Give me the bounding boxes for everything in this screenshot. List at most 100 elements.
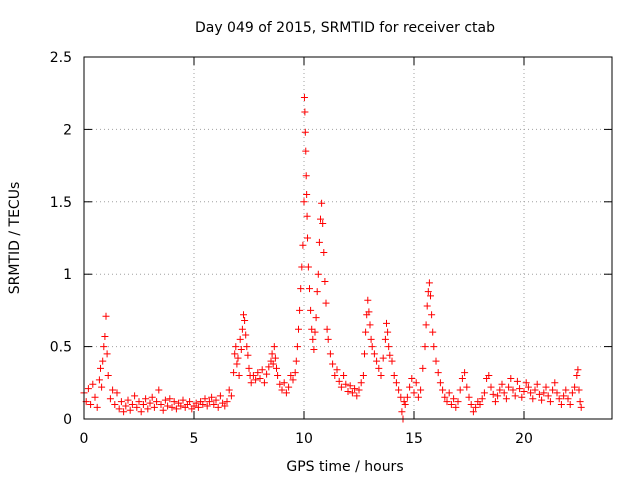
- data-point: [293, 343, 301, 351]
- data-point: [233, 360, 241, 368]
- data-point: [214, 403, 222, 411]
- data-point: [192, 399, 200, 407]
- data-point: [128, 401, 136, 409]
- data-point: [375, 364, 383, 372]
- data-point: [161, 396, 169, 404]
- data-point: [432, 357, 440, 365]
- data-point: [489, 390, 497, 398]
- data-point: [419, 364, 427, 372]
- data-point: [351, 385, 359, 393]
- data-point: [179, 396, 187, 404]
- data-point: [208, 393, 216, 401]
- x-tick-label: 15: [405, 431, 423, 447]
- y-tick-label: 0: [63, 412, 72, 428]
- data-point: [577, 403, 585, 411]
- data-point: [423, 302, 431, 310]
- data-point: [101, 332, 109, 340]
- data-point: [491, 398, 499, 406]
- data-point: [314, 270, 322, 278]
- y-tick-label: 2: [63, 122, 72, 138]
- data-point: [100, 343, 108, 351]
- data-point: [231, 350, 239, 358]
- data-point: [542, 383, 550, 391]
- data-point: [422, 321, 430, 329]
- data-point: [322, 299, 330, 307]
- data-point: [170, 398, 178, 406]
- data-point: [524, 383, 532, 391]
- data-point: [562, 386, 570, 394]
- data-point: [269, 360, 277, 368]
- data-point: [186, 398, 194, 406]
- data-point: [155, 386, 163, 394]
- y-tick-label: 0.5: [50, 340, 72, 356]
- data-point: [329, 360, 337, 368]
- data-point: [89, 380, 97, 388]
- data-point: [111, 401, 119, 409]
- data-point: [467, 401, 475, 409]
- data-point: [263, 370, 271, 378]
- data-point: [430, 343, 438, 351]
- data-point: [494, 392, 502, 400]
- data-point: [421, 343, 429, 351]
- data-point: [447, 401, 455, 409]
- data-point: [522, 379, 530, 387]
- data-point: [153, 398, 161, 406]
- data-point: [428, 311, 436, 319]
- data-point: [270, 343, 278, 351]
- data-point: [244, 351, 252, 359]
- data-point: [439, 386, 447, 394]
- data-point: [212, 396, 220, 404]
- data-point: [377, 372, 385, 380]
- data-point: [480, 389, 488, 397]
- data-point: [139, 401, 147, 409]
- data-point: [574, 366, 582, 374]
- data-point: [326, 350, 334, 358]
- data-point: [478, 395, 486, 403]
- data-point: [126, 406, 134, 414]
- data-point: [472, 403, 480, 411]
- data-point: [221, 402, 229, 410]
- data-point: [427, 292, 434, 300]
- data-point: [304, 234, 312, 242]
- data-point: [458, 374, 466, 382]
- data-point: [509, 386, 517, 394]
- data-point: [425, 279, 433, 287]
- data-point: [511, 392, 519, 400]
- data-point: [302, 172, 310, 180]
- data-point: [124, 396, 132, 404]
- x-axis-label: GPS time / hours: [286, 459, 403, 475]
- data-point: [362, 328, 370, 336]
- data-point: [282, 389, 290, 397]
- grid-layer: [84, 57, 612, 419]
- data-point: [274, 372, 282, 380]
- data-point: [395, 386, 403, 394]
- data-point: [346, 382, 354, 390]
- data-point: [271, 354, 279, 362]
- data-point: [575, 386, 583, 394]
- data-point: [403, 393, 411, 401]
- data-point: [443, 398, 451, 406]
- data-point: [142, 395, 150, 403]
- data-point: [243, 343, 251, 351]
- data-point: [240, 311, 247, 319]
- data-point: [408, 374, 416, 382]
- data-point: [87, 401, 95, 409]
- data-point: [99, 357, 107, 365]
- data-point: [353, 392, 361, 400]
- data-point: [278, 386, 286, 394]
- data-point: [560, 392, 568, 400]
- data-point: [84, 385, 92, 393]
- data-point: [566, 401, 574, 409]
- data-point: [365, 308, 373, 316]
- data-point: [335, 377, 343, 385]
- data-point: [285, 383, 293, 391]
- data-point: [333, 366, 341, 374]
- data-point: [137, 408, 145, 416]
- data-point: [135, 398, 143, 406]
- data-point: [379, 354, 387, 362]
- data-point: [531, 386, 539, 394]
- data-point: [505, 383, 513, 391]
- data-point: [146, 399, 154, 407]
- data-point: [485, 372, 493, 380]
- data-point: [507, 374, 515, 382]
